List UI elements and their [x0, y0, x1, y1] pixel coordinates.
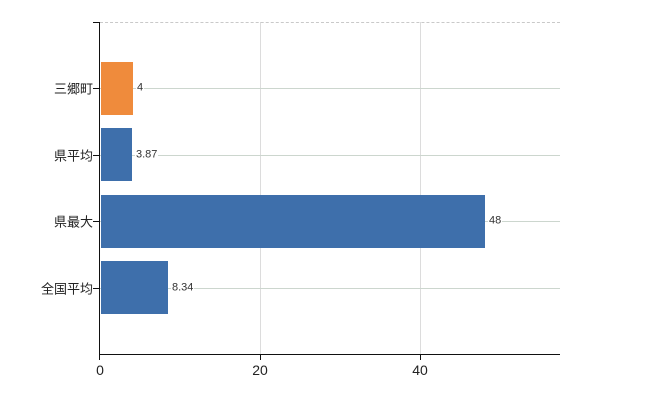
bar-県最大: [101, 195, 485, 248]
bar-value-label: 48: [488, 214, 503, 228]
plot-top-border: [100, 22, 560, 23]
category-label-県平均: 県平均: [53, 148, 93, 164]
x-tick-label-20: 20: [252, 362, 268, 378]
bar-value-label: 3.87: [135, 148, 159, 162]
y-axis-tick: [93, 155, 99, 156]
y-axis-tick: [93, 88, 99, 89]
bar-value-label: 8.34: [171, 281, 195, 295]
x-axis-tick: [420, 354, 421, 360]
x-axis-line: [99, 354, 560, 355]
bar-三郷町: [101, 62, 133, 115]
plot-area: 4 3.87 48 8.34: [100, 22, 560, 354]
category-label-三郷町: 三郷町: [53, 81, 93, 97]
x-tick-label-40: 40: [412, 362, 428, 378]
horizontal-gridline: [100, 155, 560, 156]
y-axis-tick: [93, 221, 99, 222]
vertical-gridline: [260, 22, 261, 354]
horizontal-gridline: [100, 288, 560, 289]
bar-県平均: [101, 128, 132, 181]
vertical-gridline: [420, 22, 421, 354]
x-axis-tick: [260, 354, 261, 360]
bar-全国平均: [101, 261, 168, 314]
x-tick-label-0: 0: [96, 362, 104, 378]
category-label-全国平均: 全国平均: [40, 281, 93, 297]
y-axis-line: [99, 22, 100, 360]
category-label-県最大: 県最大: [53, 214, 93, 230]
bar-value-label: 4: [136, 81, 145, 95]
horizontal-gridline: [100, 88, 560, 89]
y-axis-tick: [93, 22, 99, 23]
y-axis-tick: [93, 288, 99, 289]
